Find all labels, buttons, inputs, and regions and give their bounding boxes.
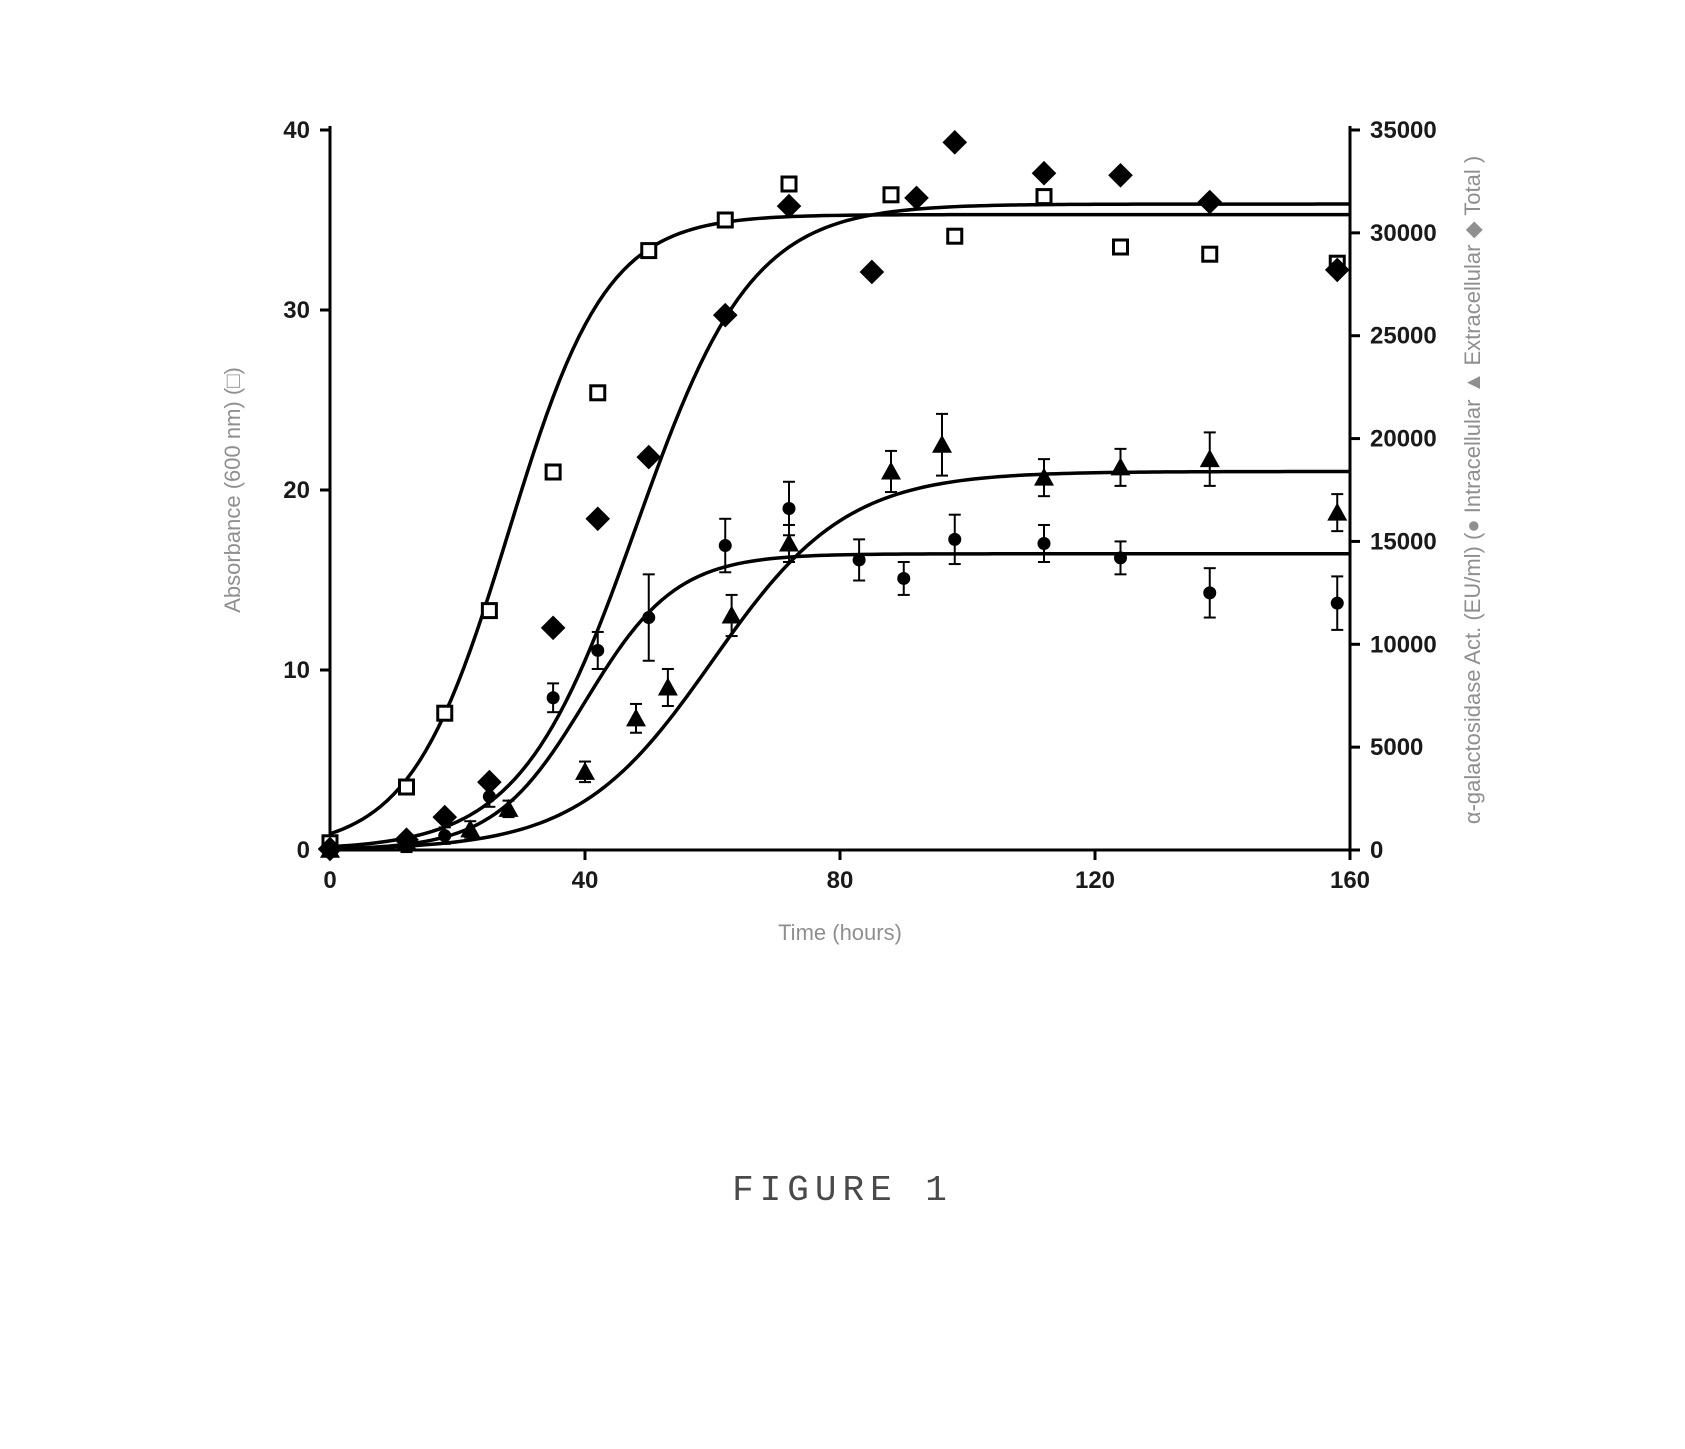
svg-text:0: 0 [297, 837, 310, 864]
svg-text:40: 40 [572, 867, 599, 894]
figure-caption: FIGURE 1 [0, 1170, 1685, 1211]
svg-text:Absorbance (600 nm) (□): Absorbance (600 nm) (□) [220, 367, 245, 613]
chart-svg: 0408012016001020304005000100001500020000… [200, 100, 1500, 1060]
svg-text:25000: 25000 [1370, 323, 1437, 350]
svg-text:5000: 5000 [1370, 734, 1423, 761]
svg-text:α-galactosidase Act. (EU/ml) (: α-galactosidase Act. (EU/ml) (● Intracel… [1460, 156, 1485, 824]
svg-text:30000: 30000 [1370, 220, 1437, 247]
svg-text:80: 80 [827, 867, 854, 894]
svg-text:Time (hours): Time (hours) [778, 920, 902, 945]
svg-text:160: 160 [1330, 867, 1370, 894]
svg-text:10: 10 [283, 657, 310, 684]
svg-text:20000: 20000 [1370, 426, 1437, 453]
svg-text:15000: 15000 [1370, 528, 1437, 555]
svg-text:0: 0 [323, 867, 336, 894]
svg-text:0: 0 [1370, 837, 1383, 864]
svg-text:10000: 10000 [1370, 631, 1437, 658]
svg-text:20: 20 [283, 477, 310, 504]
svg-text:120: 120 [1075, 867, 1115, 894]
svg-text:40: 40 [283, 117, 310, 144]
chart-container: 0408012016001020304005000100001500020000… [200, 100, 1500, 1065]
svg-text:30: 30 [283, 297, 310, 324]
svg-text:35000: 35000 [1370, 117, 1437, 144]
